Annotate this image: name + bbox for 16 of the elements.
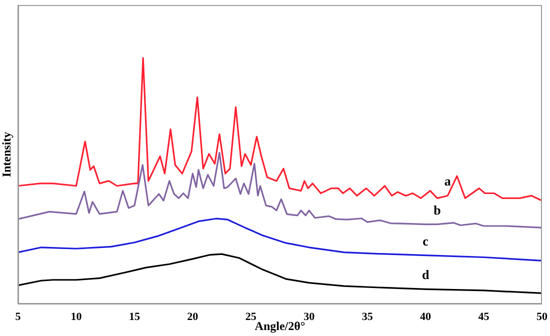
x-tick-label: 15 — [128, 310, 140, 323]
x-tick-label: 5 — [15, 310, 22, 323]
x-tick-label: 25 — [245, 310, 257, 323]
series-label: c — [422, 233, 429, 248]
series-label: d — [422, 267, 430, 282]
x-tick-label: 45 — [478, 310, 490, 323]
x-tick-label: 30 — [304, 310, 316, 323]
y-axis-title: Intensity — [0, 132, 14, 178]
series-label: a — [444, 174, 452, 189]
x-axis-title: Angle/2θ° — [254, 319, 306, 333]
x-tick-label: 20 — [187, 310, 199, 323]
x-tick-label: 40 — [420, 310, 432, 323]
x-tick-label: 35 — [362, 310, 374, 323]
series-label: b — [434, 202, 441, 218]
x-tick-label: 50 — [536, 310, 548, 323]
x-tick-label: 10 — [70, 310, 82, 323]
